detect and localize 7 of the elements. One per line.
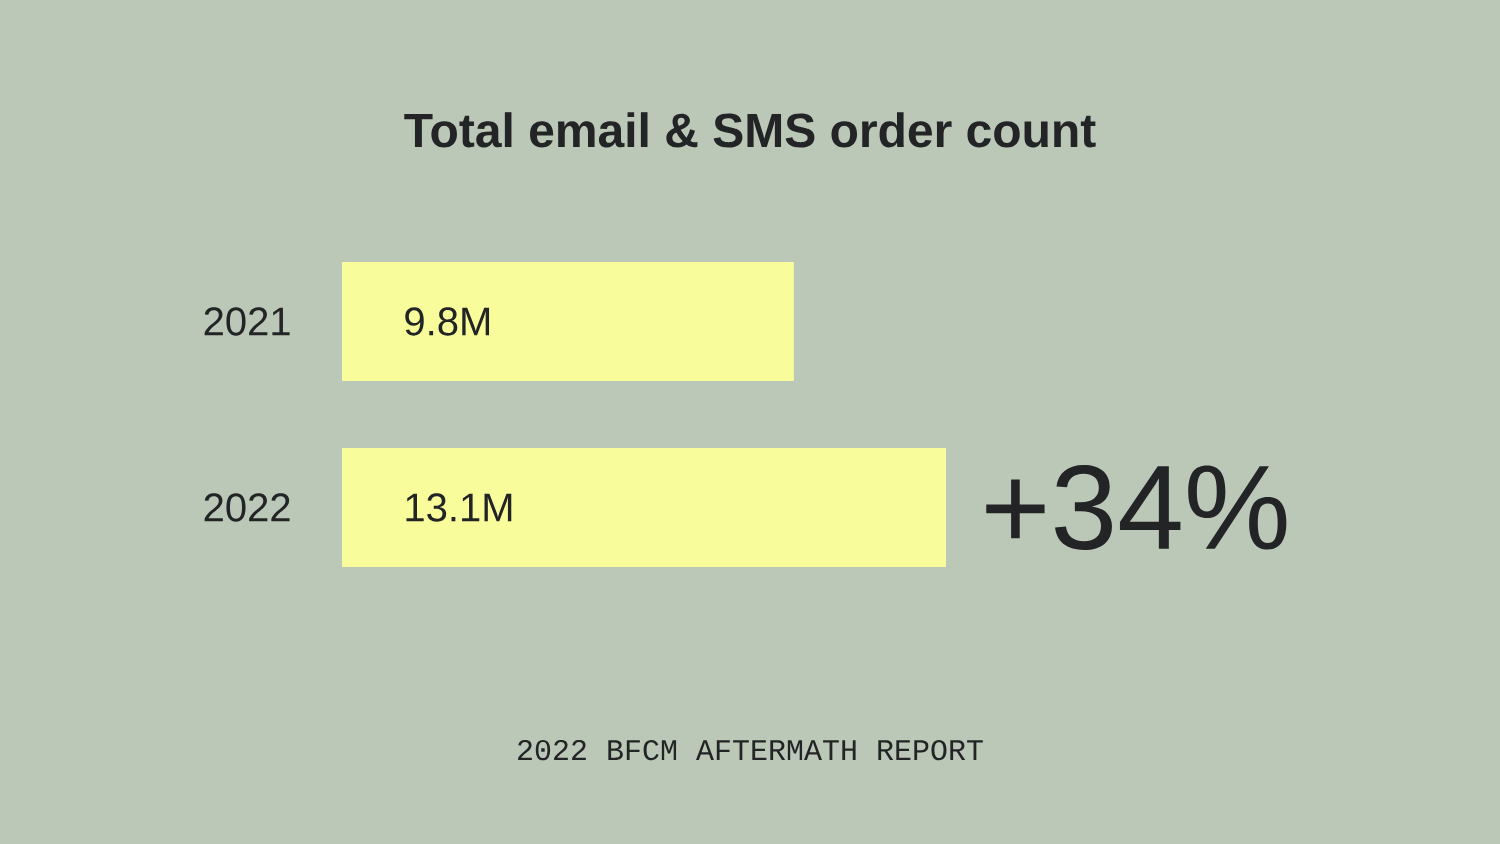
- y-tick-label: 2021: [204, 307, 290, 336]
- data-label: 9.8M: [405, 307, 490, 336]
- text: 2022 BFCM AFTERMATH REPORT: [518, 739, 983, 761]
- annotation: +34%: [986, 465, 1287, 550]
- y-tick-label: 2022: [204, 493, 290, 522]
- chart-title: Total email & SMS order count: [404, 112, 1096, 148]
- data-label: 13.1M: [406, 493, 512, 522]
